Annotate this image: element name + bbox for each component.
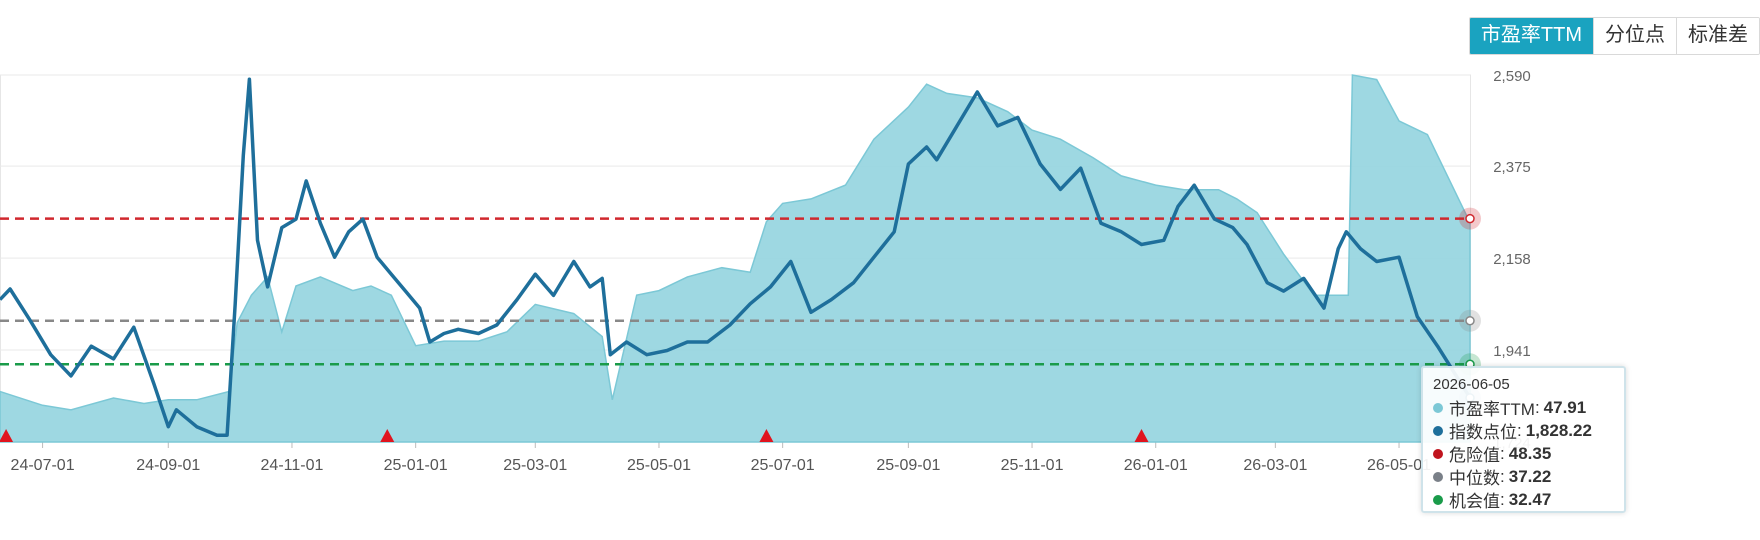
x-tick-label: 26-05-01: [1367, 457, 1431, 474]
tooltip-label: 机会值: [1449, 492, 1500, 511]
metric-tabs: 市盈率TTM 分位点 标准差: [1468, 17, 1760, 55]
median-line-end-dot: [1465, 315, 1475, 326]
tooltip-label: 指数点位: [1449, 423, 1517, 442]
index-line: [0, 77, 1472, 437]
danger-dot-icon: [1433, 448, 1443, 459]
event-marker-icon: [0, 429, 14, 442]
x-tick-label: 24-07-01: [11, 457, 75, 474]
x-tick-label: 25-07-01: [751, 457, 815, 474]
tooltip-value: 48.35: [1508, 443, 1552, 463]
x-tick-label: 26-01-01: [1124, 457, 1188, 474]
tooltip-date: 2026-06-05: [1433, 376, 1510, 393]
y-tick-label: 2,590: [1493, 68, 1531, 85]
tooltip-label: 市盈率TTM: [1449, 400, 1535, 419]
danger-line-end-dot: [1465, 213, 1475, 224]
event-marker-icon: [380, 429, 395, 442]
tooltip-value: 1,828.22: [1525, 420, 1592, 440]
x-tick-label: 25-09-01: [876, 457, 940, 474]
tooltip-label: 中位数: [1449, 469, 1500, 488]
chart-tooltip: 2026-06-05 市盈率TTM: 47.91 指数点位: 1,828.22 …: [1421, 366, 1626, 513]
tooltip-value: 37.22: [1508, 466, 1552, 486]
x-tick-label: 25-11-01: [1001, 457, 1064, 474]
y-tick-label: 1,941: [1493, 343, 1531, 360]
tooltip-row-danger: 危险值: 48.35: [1433, 442, 1614, 465]
x-tick-label: 25-01-01: [384, 457, 448, 474]
tab-pe-ttm[interactable]: 市盈率TTM: [1469, 18, 1593, 54]
opportunity-dot-icon: [1433, 494, 1443, 505]
index-dot-icon: [1433, 425, 1443, 436]
x-tick-label: 25-05-01: [627, 457, 691, 474]
y-tick-label: 2,158: [1493, 251, 1531, 268]
tooltip-row-index: 指数点位: 1,828.22: [1433, 419, 1614, 442]
event-marker-icon: [759, 429, 774, 442]
tooltip-row-pe: 市盈率TTM: 47.91: [1433, 396, 1614, 419]
tooltip-value: 32.47: [1508, 489, 1552, 509]
x-tick-label: 26-03-01: [1243, 457, 1307, 474]
median-dot-icon: [1433, 471, 1443, 482]
x-tick-label: 24-09-01: [136, 457, 200, 474]
tooltip-row-opportunity: 机会值: 32.47: [1433, 488, 1614, 511]
x-tick-label: 24-11-01: [261, 457, 324, 474]
tab-std-dev[interactable]: 标准差: [1676, 18, 1759, 54]
pe-dot-icon: [1433, 402, 1443, 413]
tooltip-row-median: 中位数: 37.22: [1433, 465, 1614, 488]
tab-percentile[interactable]: 分位点: [1593, 18, 1676, 54]
tooltip-label: 危险值: [1449, 446, 1500, 465]
x-tick-label: 25-03-01: [503, 457, 567, 474]
event-marker-icon: [1134, 429, 1149, 442]
y-tick-label: 2,375: [1493, 159, 1531, 176]
tooltip-value: 47.91: [1543, 397, 1587, 417]
